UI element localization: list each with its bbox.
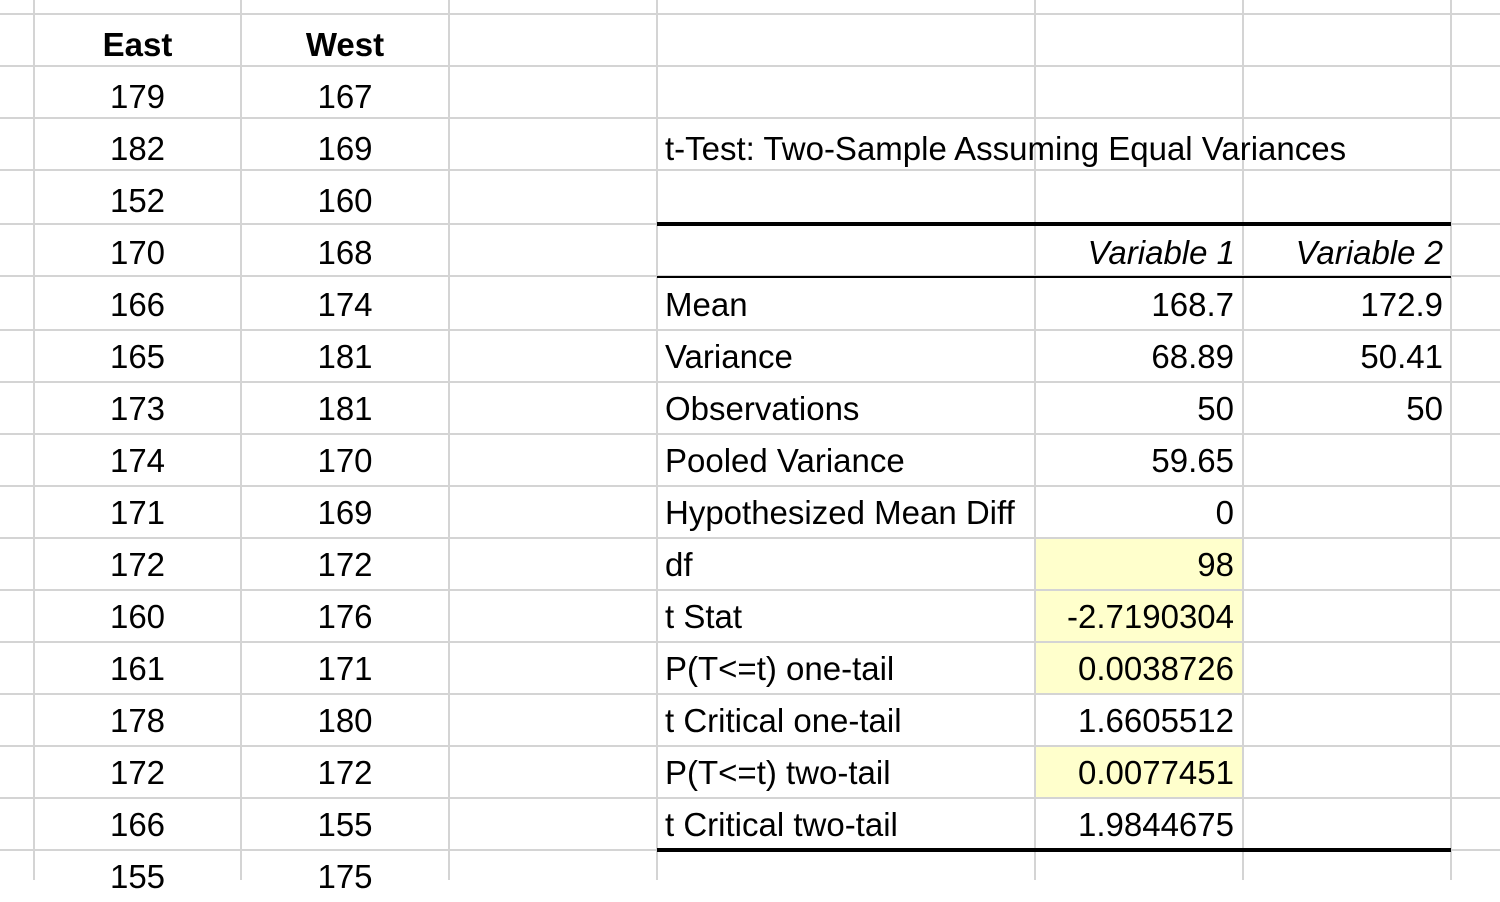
variable-2-value[interactable]: [1243, 798, 1451, 850]
stat-label[interactable]: Hypothesized Mean Diff: [665, 493, 1015, 531]
east-value[interactable]: 160: [109, 597, 166, 635]
variable-2-value[interactable]: [1243, 694, 1451, 746]
east-value[interactable]: 152: [109, 181, 166, 219]
header-east[interactable]: East: [102, 25, 173, 63]
east-value[interactable]: 161: [109, 649, 166, 687]
east-value[interactable]: 174: [109, 441, 166, 479]
variable-2-header[interactable]: Variable 2: [1295, 233, 1443, 271]
variable-1-value[interactable]: 0.0077451: [1036, 747, 1242, 797]
west-value[interactable]: 175: [317, 857, 373, 895]
stat-label[interactable]: P(T<=t) one-tail: [665, 649, 895, 687]
west-value[interactable]: 172: [317, 753, 373, 791]
variable-1-value[interactable]: 59.65: [1151, 441, 1234, 479]
west-value[interactable]: 168: [317, 233, 373, 271]
ttest-title[interactable]: t-Test: Two-Sample Assuming Equal Varian…: [665, 129, 1347, 167]
stat-label[interactable]: P(T<=t) two-tail: [665, 753, 891, 791]
header-bottom-border: [657, 276, 1451, 278]
west-value[interactable]: 174: [317, 285, 373, 323]
variable-1-value[interactable]: 50: [1197, 389, 1234, 427]
variable-1-value[interactable]: 68.89: [1151, 337, 1234, 375]
west-value[interactable]: 181: [317, 389, 373, 427]
stat-label[interactable]: t Stat: [665, 597, 743, 635]
west-value[interactable]: 170: [317, 441, 373, 479]
east-value[interactable]: 179: [109, 77, 166, 115]
west-value[interactable]: 180: [317, 701, 373, 739]
east-value[interactable]: 173: [109, 389, 166, 427]
header-west[interactable]: West: [305, 25, 385, 63]
variable-2-value[interactable]: [1243, 486, 1451, 538]
variable-2-value[interactable]: [1243, 434, 1451, 486]
variable-2-value[interactable]: 50.41: [1360, 337, 1443, 375]
west-value[interactable]: 155: [317, 805, 373, 843]
stat-label[interactable]: t Critical one-tail: [665, 701, 902, 739]
west-value[interactable]: 171: [317, 649, 373, 687]
west-value[interactable]: 169: [317, 493, 373, 531]
west-value[interactable]: 181: [317, 337, 373, 375]
west-value[interactable]: 169: [317, 129, 373, 167]
stat-label[interactable]: Observations: [665, 389, 860, 427]
variable-1-header[interactable]: Variable 1: [1087, 233, 1235, 271]
variable-2-value[interactable]: 172.9: [1360, 285, 1443, 323]
east-value[interactable]: 178: [109, 701, 166, 739]
variable-1-value[interactable]: 0.0038726: [1036, 643, 1242, 693]
variable-1-value[interactable]: 98: [1036, 539, 1242, 589]
stat-label[interactable]: Mean: [665, 285, 748, 323]
east-value[interactable]: 172: [109, 545, 166, 583]
east-value[interactable]: 172: [109, 753, 166, 791]
variable-2-value[interactable]: 50: [1406, 389, 1443, 427]
stat-label[interactable]: Pooled Variance: [665, 441, 905, 479]
table-bottom-border: [657, 848, 1451, 852]
stat-label[interactable]: df: [665, 545, 693, 583]
east-value[interactable]: 166: [109, 805, 166, 843]
west-value[interactable]: 160: [317, 181, 373, 219]
variable-2-value[interactable]: [1243, 538, 1451, 590]
variable-2-value[interactable]: [1243, 746, 1451, 798]
west-value[interactable]: 172: [317, 545, 373, 583]
east-value[interactable]: 155: [109, 857, 166, 895]
variable-2-value[interactable]: [1243, 590, 1451, 642]
east-value[interactable]: 166: [109, 285, 166, 323]
east-value[interactable]: 170: [109, 233, 166, 271]
variable-2-value[interactable]: [1243, 642, 1451, 694]
west-value[interactable]: 176: [317, 597, 373, 635]
variable-1-value[interactable]: 1.6605512: [1078, 701, 1234, 739]
stat-label[interactable]: Variance: [665, 337, 793, 375]
variable-1-value[interactable]: -2.7190304: [1036, 591, 1242, 641]
west-value[interactable]: 167: [317, 77, 373, 115]
east-value[interactable]: 182: [109, 129, 166, 167]
east-value[interactable]: 165: [109, 337, 166, 375]
variable-1-value[interactable]: 1.9844675: [1078, 805, 1234, 843]
east-value[interactable]: 171: [109, 493, 166, 531]
table-top-border: [657, 222, 1451, 226]
variable-1-value[interactable]: 168.7: [1151, 285, 1234, 323]
variable-1-value[interactable]: 0: [1215, 493, 1234, 531]
stat-label[interactable]: t Critical two-tail: [665, 805, 898, 843]
